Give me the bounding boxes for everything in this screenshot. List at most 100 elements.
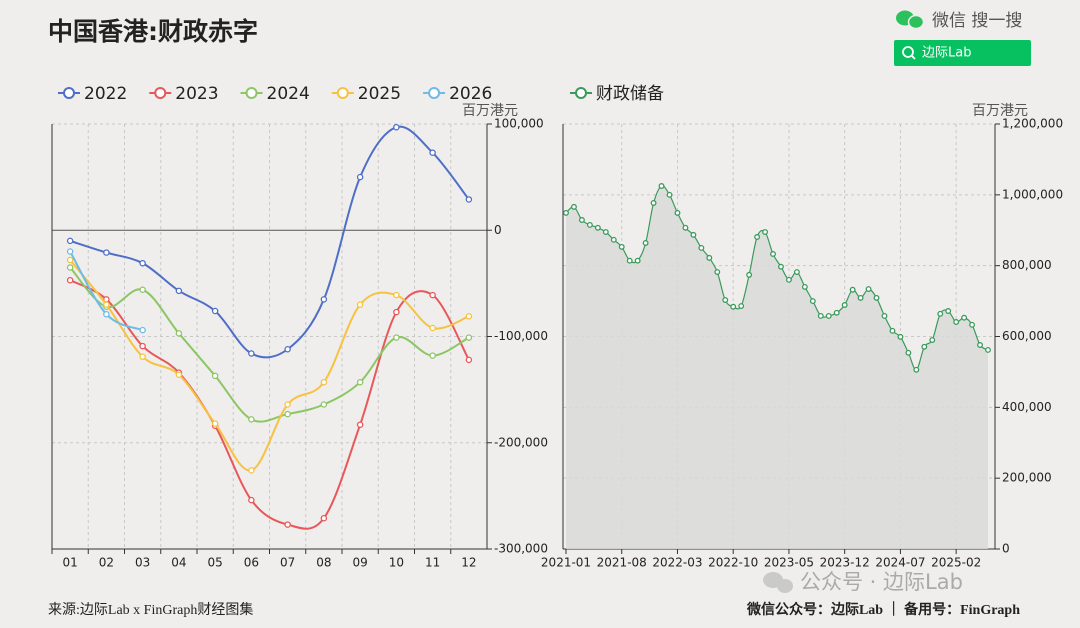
- point: [586, 221, 593, 228]
- point: [578, 217, 585, 223]
- point: [618, 243, 625, 250]
- x-tick-label: 09: [352, 556, 367, 570]
- point: [762, 229, 769, 235]
- x-tick-label: 02: [99, 556, 114, 570]
- point: [873, 294, 880, 301]
- point: [778, 263, 784, 270]
- source: 来源:边际Lab x FinGraph财经图集: [48, 601, 253, 618]
- legend-label: 2026: [449, 84, 492, 104]
- contact: 微信公众号：边际Lab ｜ 备用号：FinGraph: [746, 601, 1020, 618]
- x-tick-label: 05: [207, 556, 222, 570]
- y-tick-label: -100,000: [494, 329, 548, 343]
- point: [945, 308, 952, 314]
- point: [248, 496, 255, 504]
- legend-label: 2022: [84, 84, 127, 104]
- point: [66, 256, 74, 264]
- point: [356, 173, 364, 181]
- point: [889, 327, 896, 334]
- x-tick-label: 2024-07: [875, 556, 925, 570]
- point: [563, 209, 569, 216]
- point: [642, 240, 649, 246]
- point: [865, 286, 872, 292]
- search-box-text[interactable]: 边际Lab: [922, 46, 971, 61]
- legend-label: 2025: [358, 84, 401, 104]
- x-tick-label: 2022-03: [652, 556, 702, 570]
- point: [393, 308, 400, 316]
- y-tick-label: 0: [494, 223, 502, 237]
- watermark: 公众号 · 边际Lab: [800, 570, 963, 594]
- y-tick-label: 0: [1002, 542, 1010, 556]
- point: [103, 249, 110, 256]
- point: [634, 257, 641, 264]
- point: [969, 321, 976, 328]
- point: [817, 313, 824, 319]
- point: [825, 313, 832, 319]
- page-title: 中国香港:财政赤字: [48, 17, 258, 46]
- search-label: 微信 搜一搜: [932, 11, 1022, 31]
- x-tick-label: 07: [280, 556, 295, 570]
- point: [465, 334, 473, 341]
- point: [465, 313, 473, 320]
- area: [566, 185, 988, 549]
- point: [682, 224, 689, 231]
- point: [66, 248, 74, 255]
- point: [465, 356, 473, 364]
- point: [320, 514, 328, 522]
- axis-unit: 百万港元: [462, 103, 518, 119]
- wechat-icon: [896, 10, 925, 30]
- x-tick-label: 08: [316, 556, 331, 570]
- point: [139, 286, 146, 293]
- point: [610, 236, 617, 243]
- point: [833, 309, 840, 316]
- point: [857, 294, 864, 301]
- point: [429, 352, 436, 359]
- point: [953, 319, 960, 325]
- point: [722, 297, 729, 303]
- point: [139, 353, 146, 360]
- y-tick-label: 100,000: [494, 117, 544, 131]
- point: [985, 347, 991, 353]
- legend-marker: [575, 87, 587, 99]
- point: [706, 254, 713, 261]
- point: [248, 350, 255, 357]
- x-tick-label: 2022-10: [708, 556, 758, 570]
- point: [793, 269, 800, 275]
- x-tick-label: 2021-08: [597, 556, 647, 570]
- x-tick-label: 2023-12: [820, 556, 870, 570]
- legend-marker: [63, 87, 75, 99]
- point: [248, 416, 255, 423]
- x-tick-label: 01: [62, 556, 77, 570]
- axis-unit: 百万港元: [972, 103, 1028, 119]
- point: [175, 287, 183, 295]
- y-tick-label: 400,000: [1002, 400, 1052, 414]
- x-tick-label: 06: [244, 556, 259, 570]
- point: [881, 313, 888, 319]
- point: [602, 229, 609, 235]
- x-tick-label: 04: [171, 556, 186, 570]
- legend-label: 财政储备: [596, 84, 664, 104]
- point: [690, 231, 697, 238]
- point: [429, 324, 436, 332]
- point: [801, 283, 808, 290]
- x-tick-label: 2023-05: [764, 556, 814, 570]
- point: [356, 301, 364, 308]
- point: [849, 286, 856, 293]
- point: [284, 521, 291, 528]
- point: [139, 342, 146, 350]
- point: [66, 264, 74, 271]
- point: [211, 420, 219, 427]
- point: [746, 271, 753, 278]
- point: [961, 314, 968, 321]
- point: [730, 303, 737, 310]
- search-box[interactable]: [894, 40, 1031, 66]
- y-tick-label: -300,000: [494, 542, 548, 556]
- point: [320, 401, 328, 408]
- point: [698, 245, 705, 251]
- point: [674, 209, 681, 216]
- point: [284, 345, 291, 353]
- legend-label: 2024: [267, 84, 310, 104]
- point: [66, 276, 74, 284]
- y-tick-label: -200,000: [494, 435, 548, 449]
